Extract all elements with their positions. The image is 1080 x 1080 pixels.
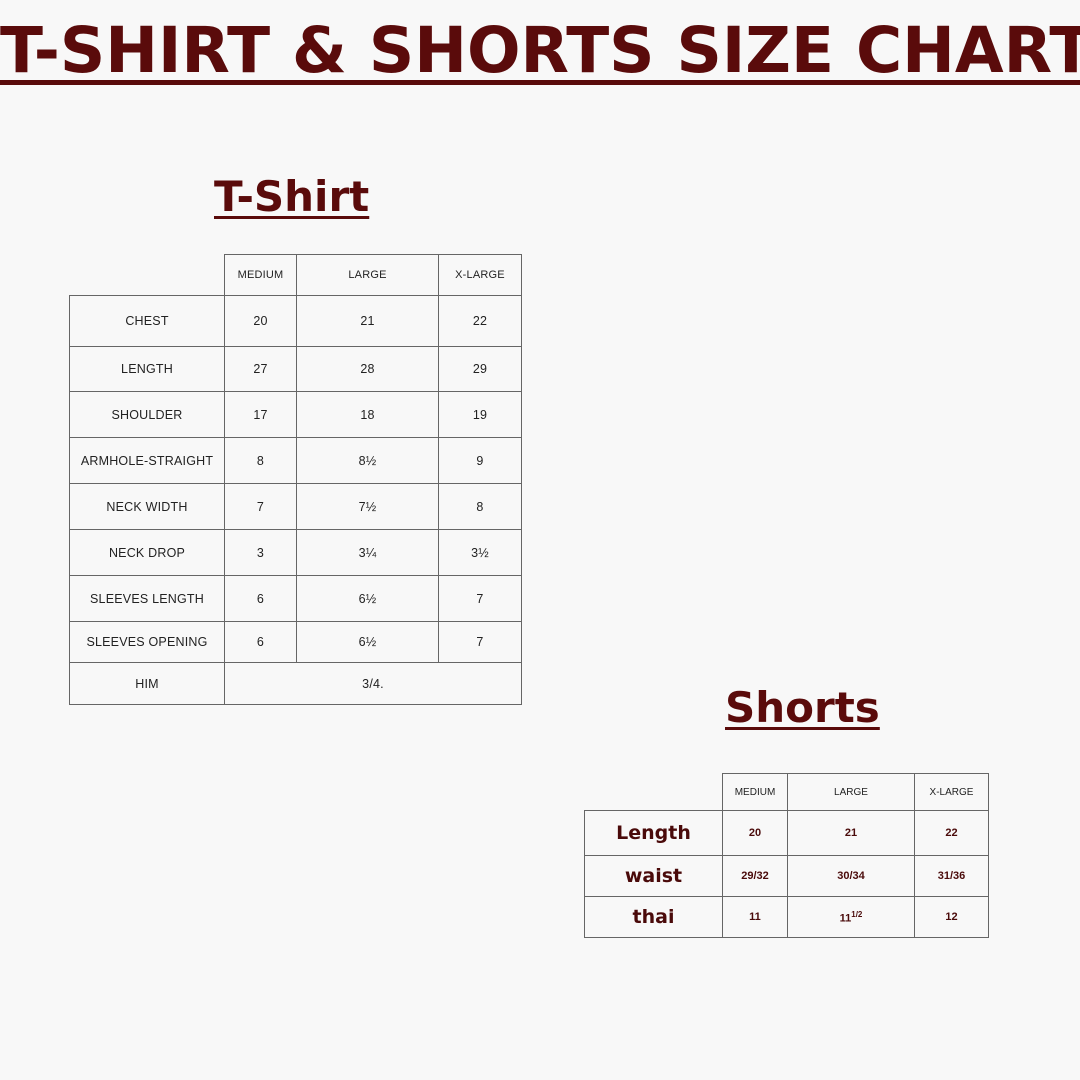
column-header: X-LARGE [914,773,989,811]
value-text: 11 [749,911,761,923]
column-header: LARGE [296,254,439,296]
table-row: SLEEVES LENGTH 6 6½ 7 [69,575,522,622]
cell-value: 27 [224,346,297,392]
value-text: 31/36 [937,870,966,882]
cell-value: 22 [914,810,989,856]
cell-value: 20 [722,810,788,856]
row-label: SLEEVES LENGTH [69,575,225,622]
table-row: SHOULDER 17 18 19 [69,391,522,438]
value-text: 29/32 [741,870,769,882]
row-label: Length [584,810,723,856]
table-header-row: MEDIUM LARGE X-LARGE [70,254,522,296]
cell-value: 8 [438,483,522,530]
table-row: ARMHOLE-STRAIGHT 8 8½ 9 [69,437,522,484]
cell-value: 8 [224,437,297,484]
row-label: SLEEVES OPENING [69,621,225,663]
value-text: 21 [844,827,858,839]
column-header: MEDIUM [224,254,297,296]
cell-value: 7 [224,483,297,530]
cell-value: 7 [438,575,522,622]
tshirt-heading: T-Shirt [214,172,370,221]
row-label: thai [584,896,723,938]
cell-value: 18 [296,391,439,438]
cell-value: 7 [438,621,522,663]
row-label: waist [584,855,723,897]
row-label: NECK WIDTH [69,483,225,530]
cell-value: 20 [224,295,297,347]
row-label: CHEST [69,295,225,347]
cell-value: 29 [438,346,522,392]
cell-value: 6½ [296,575,439,622]
shorts-size-table: MEDIUM LARGE X-LARGE Length 20 21 22 waist 29… [584,773,989,938]
table-row: NECK DROP 3 3¼ 3½ [69,529,522,576]
cell-value: 6 [224,575,297,622]
table-row: Length 20 21 22 [584,810,989,856]
table-row: HIM 3/4. [69,662,522,705]
cell-value: 22 [438,295,522,347]
fraction-superscript: 1/2 [851,909,863,919]
empty-cell [70,255,225,296]
cell-value: 21 [787,810,915,856]
row-label: HIM [69,662,225,705]
cell-value: 3¼ [296,529,439,576]
value-text: 30/34 [837,870,865,882]
table-header-row: MEDIUM LARGE X-LARGE [585,773,989,811]
row-label: NECK DROP [69,529,225,576]
cell-value: 3½ [438,529,522,576]
cell-value: 111/2 [787,896,915,938]
empty-cell [585,774,723,811]
tshirt-size-table: MEDIUM LARGE X-LARGE CHEST 20 21 22 LENGTH 27… [69,254,522,705]
value-text: 12 [945,911,958,923]
cell-value: 6 [224,621,297,663]
table-row: waist 29/32 30/34 31/36 [584,855,989,897]
column-header: MEDIUM [722,773,788,811]
cell-value: 21 [296,295,439,347]
table-row: LENGTH 27 28 29 [69,346,522,392]
cell-value: 9 [438,437,522,484]
cell-value: 11 [722,896,788,938]
row-label: SHOULDER [69,391,225,438]
cell-value: 3/4. [224,662,522,705]
column-header: LARGE [787,773,915,811]
cell-value: 3 [224,529,297,576]
cell-value: 6½ [296,621,439,663]
cell-value: 8½ [296,437,439,484]
column-header: X-LARGE [438,254,522,296]
shorts-heading: Shorts [725,683,880,732]
table-row: thai 11 111/2 12 [584,896,989,938]
cell-value: 31/36 [914,855,989,897]
cell-value: 30/34 [787,855,915,897]
cell-value: 12 [914,896,989,938]
value-text: 11 [839,912,852,925]
value-text: 20 [748,827,762,839]
cell-value: 17 [224,391,297,438]
cell-value: 29/32 [722,855,788,897]
cell-value: 28 [296,346,439,392]
value-text: 22 [945,827,958,839]
table-row: CHEST 20 21 22 [69,295,522,347]
row-label: LENGTH [69,346,225,392]
cell-value: 19 [438,391,522,438]
row-label: ARMHOLE-STRAIGHT [69,437,225,484]
cell-value: 7½ [296,483,439,530]
table-row: NECK WIDTH 7 7½ 8 [69,483,522,530]
table-row: SLEEVES OPENING 6 6½ 7 [69,621,522,663]
page-title: T-SHIRT & SHORTS SIZE CHART [0,14,1080,87]
